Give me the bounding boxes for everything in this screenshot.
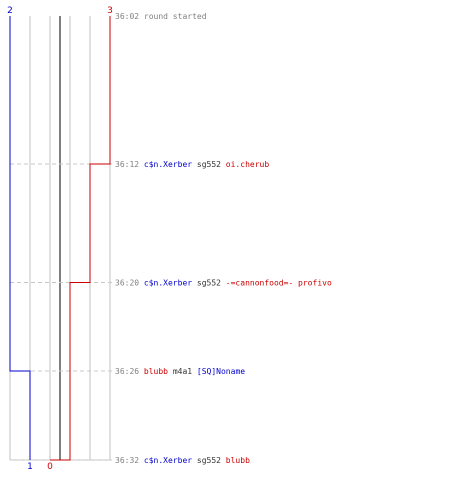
event-part: sg552 [192,278,221,287]
event-time: 36:12 [115,160,139,169]
event-part: oi.cherub [221,160,269,169]
series-end-label: 1 [27,462,33,472]
event-part: -=cannonfood=- profivo [221,278,332,287]
event-part: blubb [139,367,168,376]
event-label: 36:32 c$n.Xerber sg552 blubb [115,456,250,465]
event-part: c$n.Xerber [139,456,192,465]
event-part: blubb [221,456,250,465]
event-part: c$n.Xerber [139,160,192,169]
event-part: sg552 [192,456,221,465]
event-part: round started [139,12,207,21]
series-start-label: 2 [7,6,13,16]
event-time: 36:32 [115,456,139,465]
event-label: 36:26 blubb m4a1 [SQ]Noname [115,367,245,376]
event-label: 36:20 c$n.Xerber sg552 -=cannonfood=- pr… [115,278,332,287]
series-end-label: 0 [47,462,53,472]
event-label: 36:12 c$n.Xerber sg552 oi.cherub [115,160,269,169]
event-part: [SQ]Noname [192,367,245,376]
series-start-label: 3 [107,6,113,16]
event-label: 36:02 round started [115,12,207,21]
series-line [50,16,111,461]
event-time: 36:26 [115,367,139,376]
event-part: sg552 [192,160,221,169]
series-line [9,16,31,460]
event-time: 36:20 [115,278,139,287]
event-part: c$n.Xerber [139,278,192,287]
event-part: m4a1 [168,367,192,376]
event-time: 36:02 [115,12,139,21]
